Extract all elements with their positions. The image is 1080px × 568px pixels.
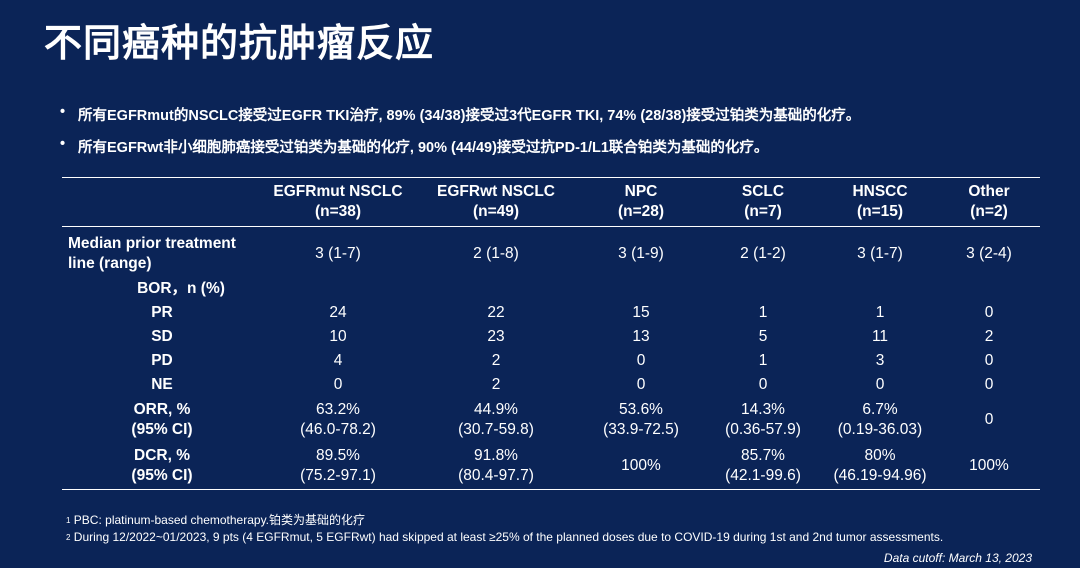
table-cell: 10 <box>329 328 347 345</box>
table-row: SD 10 23 13 5 11 2 <box>62 325 1040 349</box>
table-cell: 2 <box>491 376 501 393</box>
table-cell: 15 <box>632 304 650 321</box>
table-cell: 91.8% (80.4-97.7) <box>458 447 534 484</box>
data-cutoff-note: Data cutoff: March 13, 2023 <box>883 551 1032 565</box>
row-label: DCR, % (95% CI) <box>131 447 193 484</box>
table-cell: 0 <box>875 376 885 393</box>
table-cell: 3 (2-4) <box>966 245 1012 262</box>
table-cell: 0 <box>984 411 994 428</box>
table-row: ORR, % (95% CI) 63.2% (46.0-78.2) 44.9% (30… <box>62 397 1040 443</box>
table-header-row: EGFRmut NSCLC (n=38) EGFRwt NSCLC (n=49) N… <box>62 177 1040 227</box>
table-cell: 6.7% (0.19-36.03) <box>837 401 923 438</box>
table-row: BOR，n (%) <box>62 277 1040 301</box>
table-cell: 0 <box>984 376 994 393</box>
table-cell: 1 <box>875 304 885 321</box>
table-cell: 3 (1-7) <box>857 245 903 262</box>
table-cell: 0 <box>984 352 994 369</box>
column-header: HNSCC (n=15) <box>852 183 908 220</box>
footnote: 1 PBC: platinum-based chemotherapy.铂类为基础… <box>66 513 366 527</box>
bullet-list: • 所有EGFRmut的NSCLC接受过EGFR TKI治疗, 89% (34/3… <box>60 104 1060 168</box>
column-header: SCLC (n=7) <box>741 183 785 220</box>
table-row: NE 0 2 0 0 0 0 <box>62 373 1040 397</box>
footnote: 2 During 12/2022~01/2023, 9 pts (4 EGFRm… <box>66 530 944 544</box>
column-header: NPC (n=28) <box>617 183 665 220</box>
table-cell: 63.2% (46.0-78.2) <box>300 401 376 438</box>
table-cell: 44.9% (30.7-59.8) <box>458 401 534 438</box>
row-label: SD <box>151 328 173 345</box>
page-title: 不同癌种的抗肿瘤反应 <box>44 21 435 65</box>
response-table: EGFRmut NSCLC (n=38) EGFRwt NSCLC (n=49) N… <box>62 177 1040 490</box>
bullet-text: 所有EGFRmut的NSCLC接受过EGFR TKI治疗, 89% (34/38… <box>78 108 861 124</box>
bullet-dot: • <box>60 104 66 120</box>
table-cell: 80% (46.19-94.96) <box>833 447 927 484</box>
bullet-item: • 所有EGFRwt非小细胞肺癌接受过铂类为基础的化疗, 90% (44/49)接… <box>60 136 1060 157</box>
table-cell <box>822 277 938 301</box>
table-cell: 53.6% (33.9-72.5) <box>603 401 679 438</box>
table-cell: 22 <box>487 304 505 321</box>
table-row: PR 24 22 15 1 1 0 <box>62 301 1040 325</box>
table-cell: 4 <box>333 352 343 369</box>
table-row: PD 4 2 0 1 3 0 <box>62 349 1040 373</box>
row-label: ORR, % (95% CI) <box>131 401 193 438</box>
table-cell: 0 <box>758 376 768 393</box>
table-cell <box>578 277 704 301</box>
table-cell: 1 <box>758 304 768 321</box>
table-cell: 0 <box>636 352 646 369</box>
bullet-text: 所有EGFRwt非小细胞肺癌接受过铂类为基础的化疗, 90% (44/49)接受… <box>78 140 769 156</box>
table-cell: 85.7% (42.1-99.6) <box>725 447 801 484</box>
table-cell: 11 <box>871 328 889 345</box>
table-cell <box>414 277 578 301</box>
table-row: DCR, % (95% CI) 89.5% (75.2-97.1) 91.8% (80… <box>62 443 1040 490</box>
footnotes: 1 PBC: platinum-based chemotherapy.铂类为基础… <box>66 512 943 546</box>
table-cell: 2 <box>984 328 994 345</box>
table-cell: 100% <box>621 457 661 474</box>
column-header: Other (n=2) <box>968 183 1010 220</box>
table-cell: 2 (1-8) <box>473 245 519 262</box>
row-label: BOR，n (%) <box>137 280 225 297</box>
table-row: Median prior treatment line (range) 3 (1-… <box>62 227 1040 278</box>
response-table-container: EGFRmut NSCLC (n=38) EGFRwt NSCLC (n=49) N… <box>62 177 1040 490</box>
row-label: PD <box>151 352 173 369</box>
table-cell: 0 <box>333 376 343 393</box>
table-cell: 14.3% (0.36-57.9) <box>725 401 801 438</box>
column-header: EGFRwt NSCLC (n=49) <box>437 183 555 220</box>
table-cell <box>938 277 1040 301</box>
table-cell: 13 <box>632 328 650 345</box>
row-label: Median prior treatment line (range) <box>68 235 236 272</box>
table-cell: 0 <box>984 304 994 321</box>
table-cell: 24 <box>329 304 347 321</box>
table-cell: 3 (1-7) <box>315 245 361 262</box>
table-cell <box>704 277 822 301</box>
table-cell: 3 (1-9) <box>618 245 664 262</box>
table-cell: 2 (1-2) <box>740 245 786 262</box>
row-label: NE <box>151 376 173 393</box>
row-label: PR <box>151 304 173 321</box>
column-header <box>62 178 262 227</box>
table-cell: 0 <box>636 376 646 393</box>
table-cell <box>262 277 414 301</box>
bullet-item: • 所有EGFRmut的NSCLC接受过EGFR TKI治疗, 89% (34/3… <box>60 104 1060 125</box>
table-cell: 5 <box>758 328 768 345</box>
column-header: EGFRmut NSCLC (n=38) <box>273 183 403 220</box>
table-cell: 1 <box>758 352 768 369</box>
table-cell: 100% <box>969 457 1009 474</box>
table-cell: 3 <box>875 352 885 369</box>
table-cell: 2 <box>491 352 501 369</box>
bullet-dot: • <box>60 136 66 152</box>
table-cell: 23 <box>487 328 505 345</box>
table-cell: 89.5% (75.2-97.1) <box>300 447 376 484</box>
